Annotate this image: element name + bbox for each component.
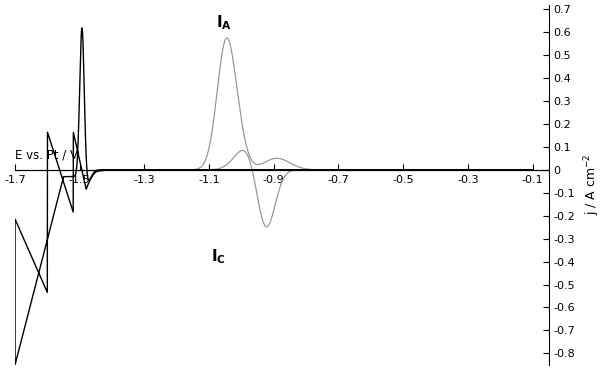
Text: $\mathbf{I_C}$: $\mathbf{I_C}$	[211, 248, 226, 266]
Text: $\mathbf{I_A}$: $\mathbf{I_A}$	[216, 13, 231, 32]
Text: E vs. Pt / V: E vs. Pt / V	[15, 149, 78, 162]
Y-axis label: j / A cm$^{-2}$: j / A cm$^{-2}$	[582, 154, 602, 215]
